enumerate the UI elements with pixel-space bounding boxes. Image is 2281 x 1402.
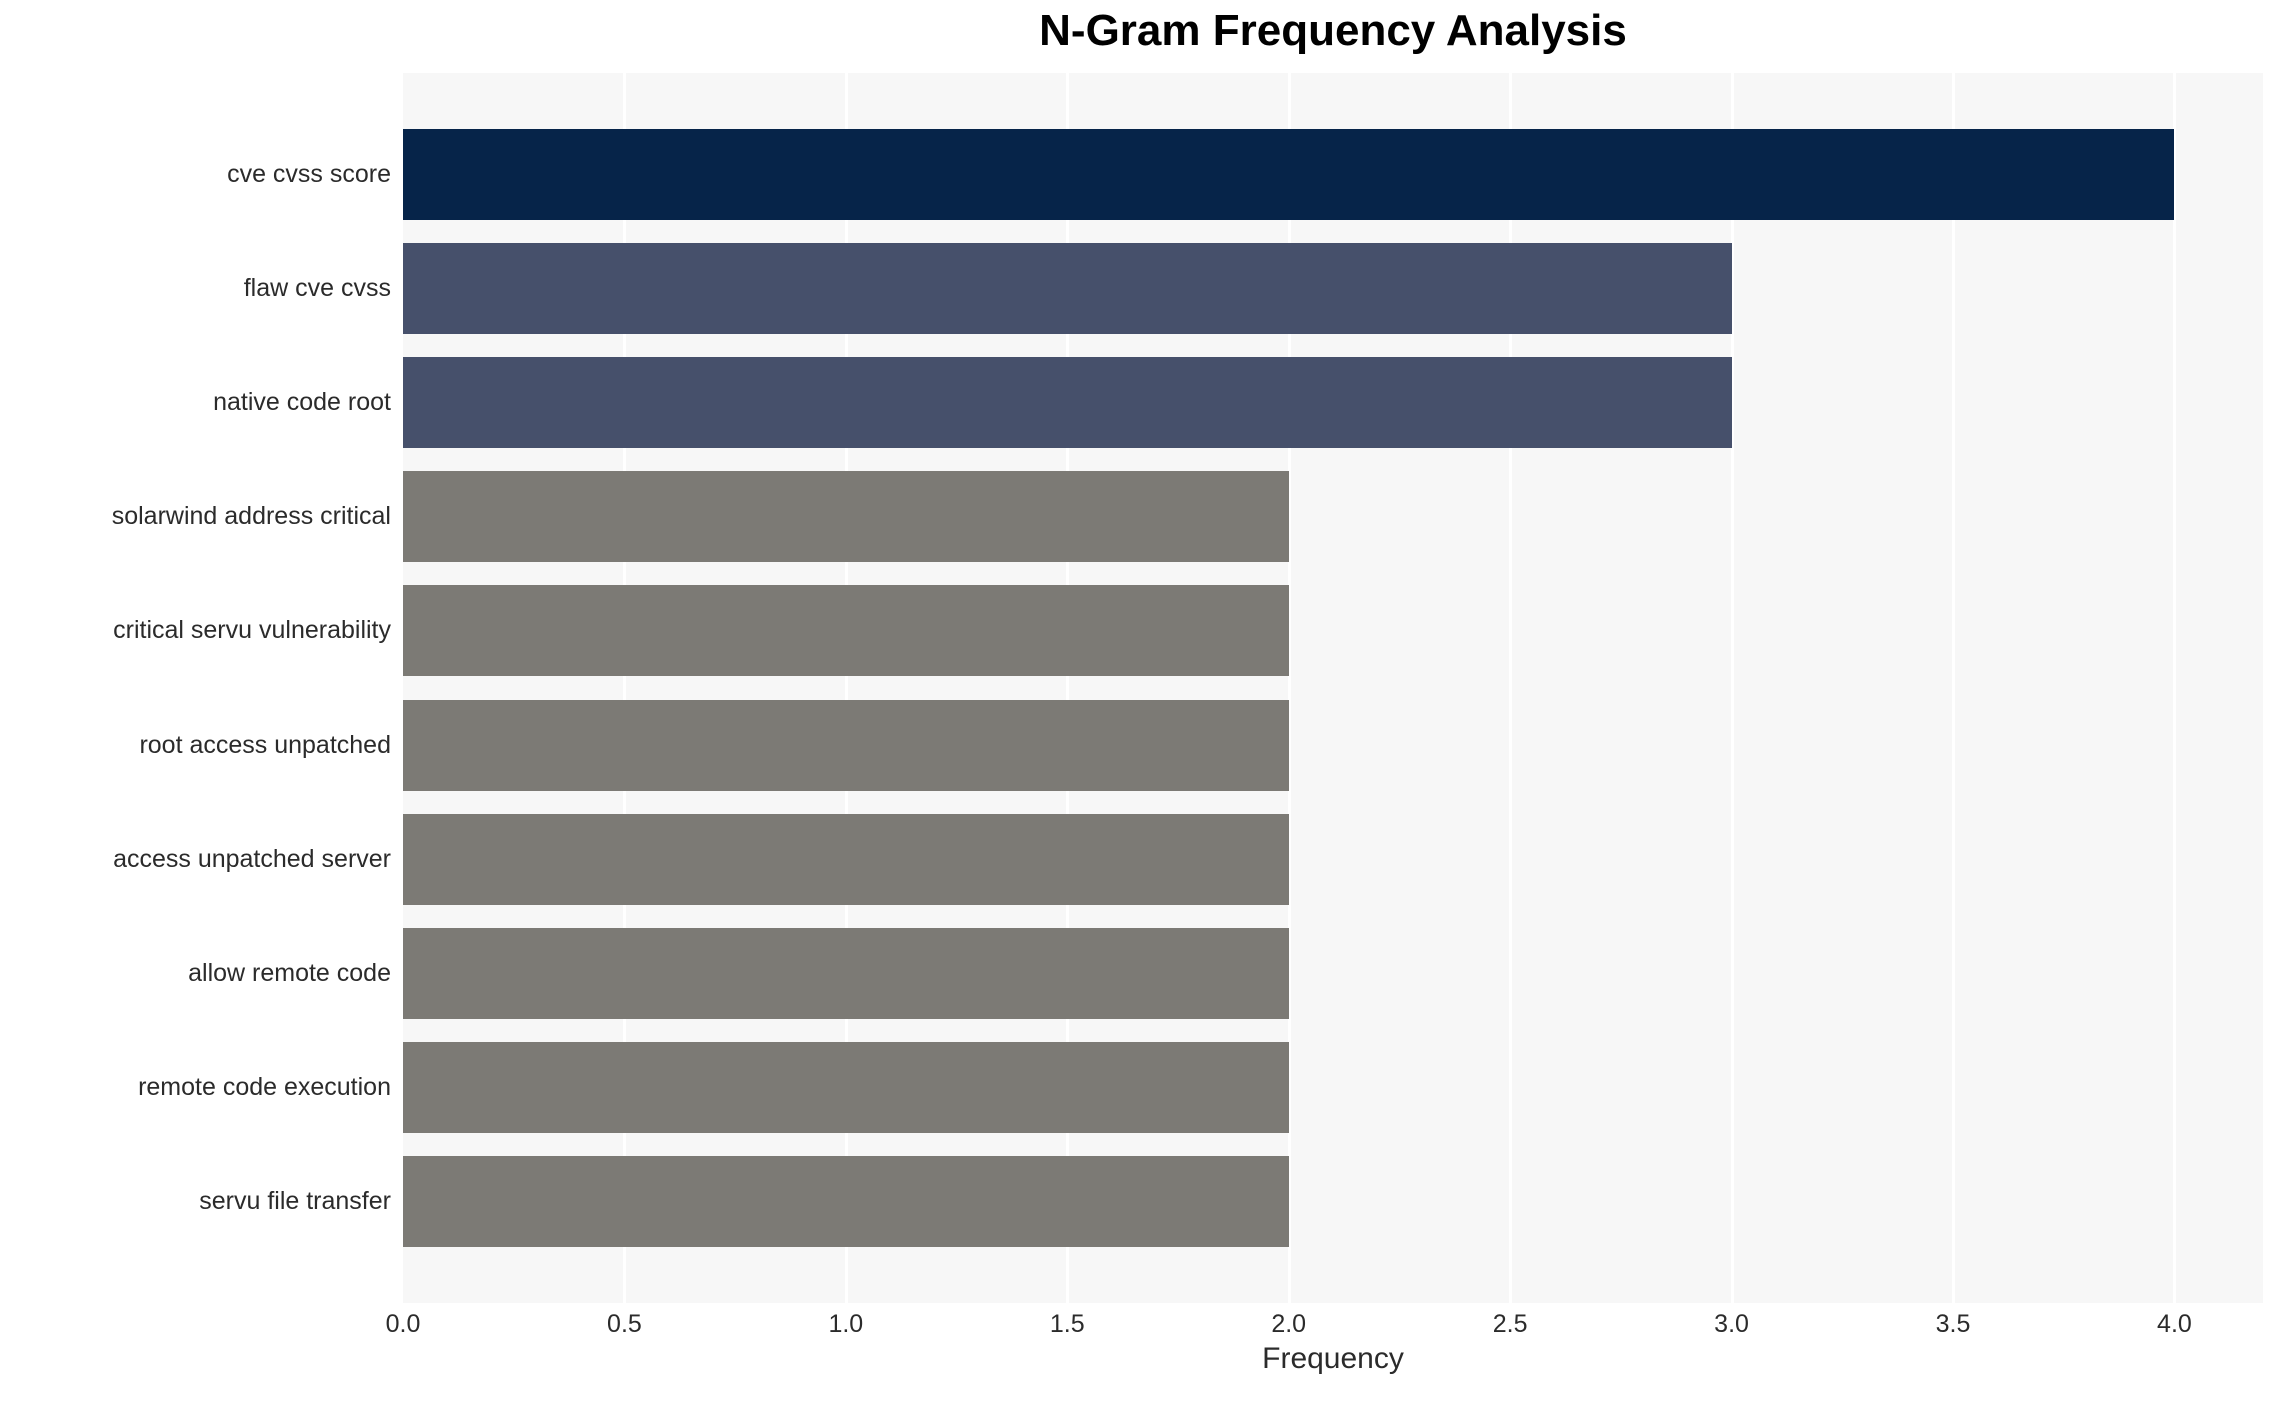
category-label: cve cvss score bbox=[227, 159, 391, 188]
gridline bbox=[2173, 73, 2177, 1303]
gridline bbox=[1066, 73, 1070, 1303]
bar-native-code-root bbox=[403, 357, 1732, 448]
x-axis-ticks: 0.0 0.5 1.0 1.5 2.0 2.5 3.0 3.5 4.0 bbox=[386, 1303, 2263, 1343]
bar-row bbox=[403, 574, 2263, 688]
bar-allow-remote-code bbox=[403, 928, 1289, 1020]
bar-remote-code-execution bbox=[403, 1042, 1289, 1134]
x-tick-label: 0.5 bbox=[607, 1310, 642, 1338]
x-tick-label: 0.0 bbox=[385, 1310, 421, 1338]
bar-row bbox=[403, 345, 2263, 459]
category-label-row: allow remote code bbox=[0, 916, 391, 1030]
category-label-row: flaw cve cvss bbox=[0, 231, 391, 345]
bar-row bbox=[403, 117, 2263, 231]
category-label-row: servu file transfer bbox=[0, 1145, 391, 1259]
gridline bbox=[1952, 73, 1955, 1303]
x-axis-title: Frequency bbox=[1262, 1342, 1404, 1375]
gridline bbox=[1730, 73, 1734, 1303]
category-label: root access unpatched bbox=[139, 730, 391, 759]
bar-solarwind-address-critical bbox=[403, 471, 1289, 563]
category-label: allow remote code bbox=[188, 959, 391, 988]
x-tick-label: 1.5 bbox=[1049, 1310, 1085, 1338]
bar-row bbox=[403, 1031, 2263, 1145]
x-tick-label: 1.0 bbox=[828, 1310, 864, 1338]
category-label: solarwind address critical bbox=[111, 502, 391, 531]
bar-root-access-unpatched bbox=[403, 699, 1289, 791]
chart-title: N-Gram Frequency Analysis bbox=[1039, 6, 1627, 55]
category-label: servu file transfer bbox=[199, 1187, 391, 1216]
x-tick-label: 3.5 bbox=[1935, 1310, 1971, 1338]
category-label-row: root access unpatched bbox=[0, 688, 391, 802]
gridline bbox=[844, 73, 848, 1303]
x-tick-label: 2.5 bbox=[1492, 1310, 1528, 1338]
x-tick-label: 2.0 bbox=[1271, 1310, 1307, 1338]
bar-access-unpatched-server bbox=[403, 813, 1289, 905]
category-label-row: remote code execution bbox=[0, 1031, 391, 1145]
category-label: remote code execution bbox=[138, 1073, 391, 1102]
x-tick-label: 3.0 bbox=[1714, 1310, 1749, 1338]
category-label-row: critical servu vulnerability bbox=[0, 574, 391, 688]
category-label: flaw cve cvss bbox=[243, 273, 391, 302]
bar-flaw-cve-cvss bbox=[403, 242, 1732, 334]
category-label-row: cve cvss score bbox=[0, 117, 391, 231]
category-label-row: access unpatched server bbox=[0, 802, 391, 916]
category-label: native code root bbox=[213, 388, 391, 416]
bar-row bbox=[403, 460, 2263, 574]
gridline bbox=[623, 73, 627, 1303]
bar-row bbox=[403, 1145, 2263, 1259]
category-label-row: solarwind address critical bbox=[0, 460, 391, 574]
bars-container bbox=[403, 73, 2263, 1303]
bar-row bbox=[403, 231, 2263, 345]
y-axis-labels: cve cvss score flaw cve cvss native code r… bbox=[0, 73, 391, 1303]
category-label: critical servu vulnerability bbox=[113, 616, 391, 645]
category-label: access unpatched server bbox=[113, 844, 391, 873]
bar-servu-file-transfer bbox=[403, 1156, 1289, 1248]
bar-row bbox=[403, 802, 2263, 916]
bar-row bbox=[403, 916, 2263, 1030]
bar-critical-servu-vulnerability bbox=[403, 585, 1289, 677]
x-tick-label: 4.0 bbox=[2157, 1310, 2192, 1338]
gridline bbox=[1509, 73, 1513, 1303]
gridline bbox=[1287, 73, 1291, 1303]
bar-cve-cvss-score bbox=[403, 128, 2175, 220]
category-label-row: native code root bbox=[0, 345, 391, 459]
bar-row bbox=[403, 688, 2263, 802]
